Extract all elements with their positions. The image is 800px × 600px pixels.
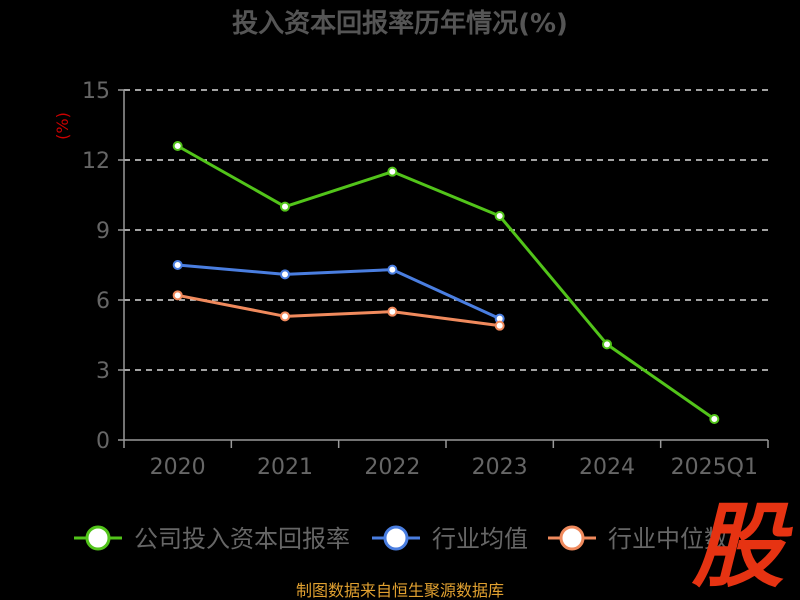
legend: 公司投入资本回报率 行业均值 行业中位数 <box>74 525 728 553</box>
y-tick-label: 0 <box>96 429 110 454</box>
data-point <box>280 201 290 212</box>
legend-label: 公司投入资本回报率 <box>134 525 350 553</box>
axes <box>118 89 769 448</box>
y-tick-label: 15 <box>82 79 110 104</box>
data-point <box>387 166 398 177</box>
data-point <box>602 339 612 350</box>
x-tick-label: 2022 <box>364 455 420 480</box>
y-axis-label: (%) <box>53 112 72 140</box>
data-point <box>494 320 505 331</box>
x-tick-label: 2024 <box>579 455 635 480</box>
grid-lines <box>124 89 768 371</box>
y-tick-label: 12 <box>82 149 110 174</box>
source-note: 制图数据来自恒生聚源数据库 <box>296 581 504 600</box>
x-tick-label: 2020 <box>150 455 206 480</box>
y-tick-label: 9 <box>96 219 110 244</box>
series-line-1 <box>177 263 501 321</box>
x-tick-label: 2023 <box>472 455 528 480</box>
data-point <box>172 141 183 151</box>
data-point <box>709 414 720 424</box>
x-tick-labels: 2020 2021 2022 2023 2024 2025Q1 <box>150 455 758 480</box>
logo-glyph: 股 <box>691 493 793 600</box>
series-line-2 <box>177 293 500 328</box>
data-point <box>172 260 183 270</box>
series-line-0 <box>176 144 716 421</box>
y-tick-label: 6 <box>96 289 110 314</box>
data-point <box>387 264 398 275</box>
series-lines <box>172 141 720 424</box>
legend-marker <box>559 525 585 551</box>
y-tick-label: 3 <box>96 359 110 384</box>
y-tick-labels: 0 3 6 9 12 15 <box>82 79 110 454</box>
data-point <box>494 211 505 221</box>
x-tick-label: 2025Q1 <box>671 455 758 480</box>
x-tick-label: 2021 <box>257 455 313 480</box>
legend-marker <box>383 525 409 551</box>
data-point <box>280 269 290 280</box>
chart-title: 投入资本回报率历年情况(%) <box>232 8 568 39</box>
legend-marker <box>85 525 111 551</box>
data-point <box>280 311 290 322</box>
data-point <box>387 306 398 317</box>
legend-label: 行业中位数 <box>608 525 728 553</box>
data-point <box>172 290 183 301</box>
legend-label: 行业均值 <box>432 525 528 553</box>
